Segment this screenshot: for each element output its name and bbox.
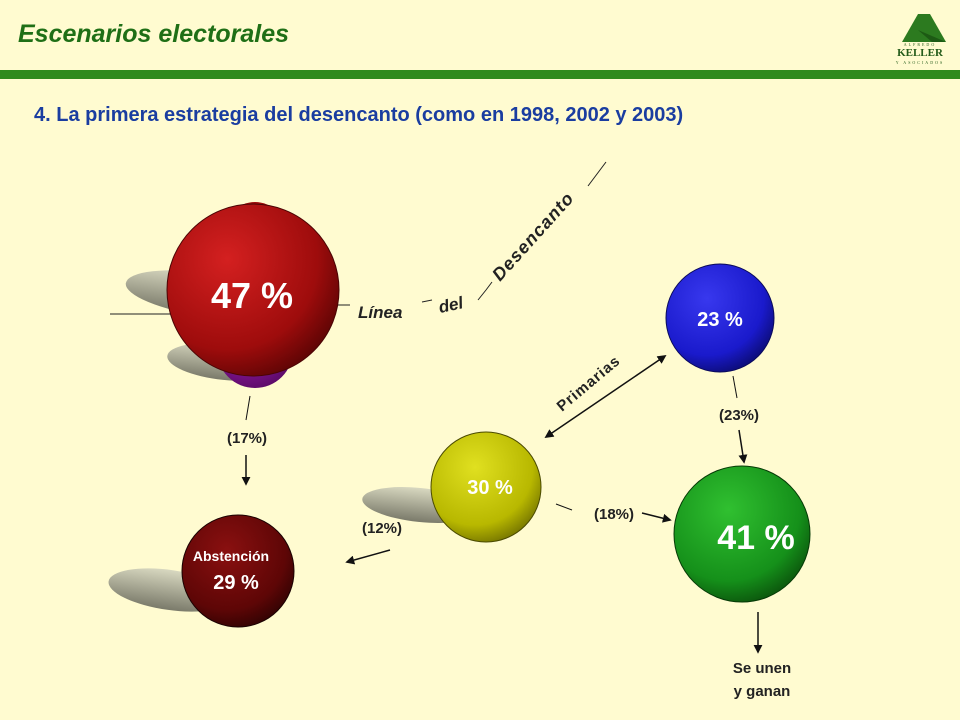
line-word-del: del: [437, 293, 466, 317]
flow-arrows: [241, 354, 763, 654]
flow-label-17: (17%): [227, 430, 267, 447]
logo-name: KELLER: [897, 47, 943, 59]
logo-sub-text: Y ASOCIADOS: [895, 60, 945, 65]
disenchantment-line: [110, 161, 607, 315]
page-title: Escenarios electorales: [18, 20, 289, 48]
header-divider: [0, 70, 960, 79]
line-word-desencanto: Desencanto: [488, 188, 578, 285]
red-node-value: 47 %: [211, 275, 293, 316]
blue-node: [665, 263, 775, 373]
green-node: [673, 465, 811, 603]
blue-node-value: 23 %: [697, 309, 743, 331]
abstention-label: Abstención: [193, 548, 269, 564]
abstention-node: [181, 514, 295, 628]
abstention-value: 29 %: [213, 572, 259, 594]
page-subtitle: 4. La primera estrategia del desencanto …: [34, 104, 684, 126]
red-node: [166, 203, 340, 377]
flow-label-23: (23%): [719, 407, 759, 424]
yellow-node: [430, 431, 542, 543]
green-node-value: 41 %: [717, 519, 795, 557]
primaries-label: Primarias: [554, 352, 624, 415]
logo-small-text: ALFREDO: [903, 42, 937, 47]
logo-icon: [902, 14, 946, 42]
yellow-node-value: 30 %: [467, 477, 513, 499]
outcome-line-2: y ganan: [734, 683, 791, 700]
outcome-line-1: Se unen: [733, 660, 791, 677]
line-word-linea: Línea: [358, 303, 402, 322]
flow-label-18: (18%): [594, 506, 634, 523]
flow-label-12: (12%): [362, 520, 402, 537]
